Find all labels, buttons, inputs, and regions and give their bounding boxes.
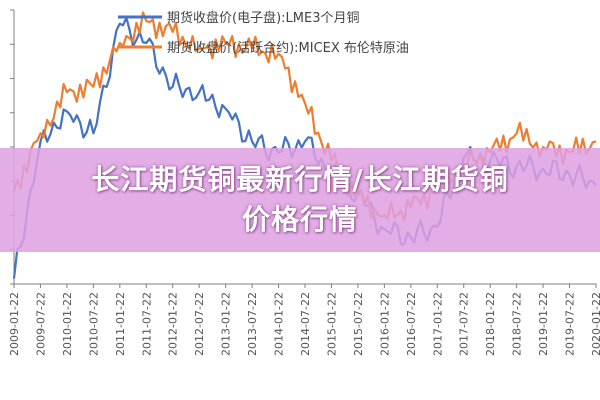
x-tick-label: 2016-07-22 — [405, 292, 418, 356]
title-banner: 长江期货铜最新行情/长江期货铜 价格行情 — [0, 148, 600, 252]
x-tick-label: 2016-01-22 — [378, 292, 391, 356]
banner-title-line2: 价格行情 — [241, 203, 358, 236]
x-tick-label: 2019-07-22 — [564, 292, 577, 356]
x-tick-label: 2018-01-22 — [484, 292, 497, 356]
x-tick-label: 2019-01-22 — [537, 292, 550, 356]
x-tick-label: 2015-07-22 — [352, 292, 365, 356]
x-tick-label: 2010-07-22 — [87, 292, 100, 356]
x-tick-label: 2018-07-22 — [511, 292, 524, 356]
x-tick-label: 2017-01-22 — [431, 292, 444, 356]
legend-label-2: 期货收盘价(活跃合约):MICEX 布伦特原油 — [167, 40, 409, 56]
x-tick-label: 2012-01-22 — [167, 292, 180, 356]
x-tick-label: 2020-01-22 — [590, 292, 600, 356]
banner-title-line1: 长江期货铜最新行情/长江期货铜 — [91, 163, 509, 196]
x-tick-label: 2013-01-22 — [220, 292, 233, 356]
x-tick-label: 2013-07-22 — [246, 292, 259, 356]
x-tick-label: 2009-01-22 — [8, 292, 21, 356]
x-tick-label: 2010-01-22 — [61, 292, 74, 356]
x-tick-label: 2015-01-22 — [325, 292, 338, 356]
x-tick-label: 2014-01-22 — [273, 292, 286, 356]
x-tick-label: 2012-07-22 — [193, 292, 206, 356]
x-tick-label: 2011-07-22 — [140, 292, 153, 356]
x-tick-label: 2011-01-22 — [114, 292, 127, 356]
series-line-2 — [12, 11, 597, 222]
x-tick-label: 2014-07-22 — [299, 292, 312, 356]
x-tick-label: 2017-07-22 — [458, 292, 471, 356]
x-tick-label: 2009-07-22 — [34, 292, 47, 356]
x-axis-ticks: 2009-01-22 2009-07-22 2010-01-22 2010-07-22… — [8, 284, 600, 356]
legend-label-1: 期货收盘价(电子盘):LME3个月铜 — [167, 10, 359, 26]
